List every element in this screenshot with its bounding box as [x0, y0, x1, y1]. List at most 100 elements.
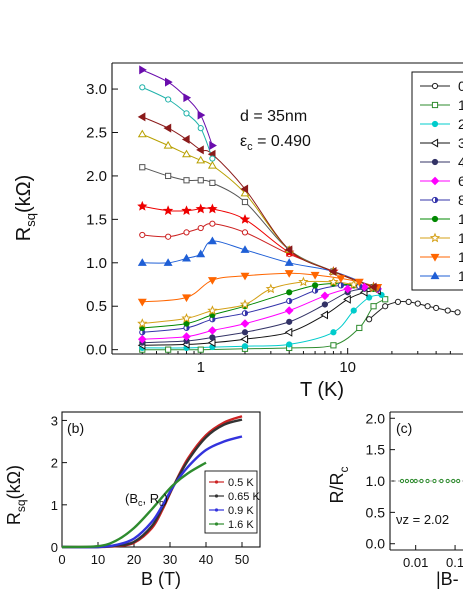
panel-a-point-s9-0	[137, 298, 147, 307]
panel-a-legend-marker-4	[431, 158, 439, 166]
panel-a-y-tick-label: 0.5	[86, 298, 107, 315]
panel-a-point-s1-2	[197, 346, 204, 353]
panel-a-point-s10-6	[284, 258, 294, 266]
panel-a-y-tick-label: 3.0	[86, 81, 107, 98]
panel-c-y-tick-label: 1.0	[366, 473, 386, 489]
panel-a-point-s13-2	[183, 177, 190, 184]
panel-a-point-s0-5	[424, 303, 431, 310]
panel-b-legend-label-1: 0.65 K	[228, 491, 260, 503]
panel-c-x-tick-label: 0.01	[403, 555, 428, 570]
panel-a-point-s13-4	[209, 179, 216, 186]
panel-a-annotation-critical-field: εc = 0.490	[240, 133, 311, 153]
panel-a-point-s10-0	[137, 258, 147, 266]
panel-a-point-s1-7	[370, 303, 377, 310]
panel-a-point-s10-3	[196, 249, 206, 258]
panel-a-point-s3-5	[320, 310, 328, 320]
panel-a-point-s2-6	[350, 307, 357, 314]
panel-a-legend-marker-5	[430, 176, 440, 186]
panel-b-legend-label-0: 0.5 K	[228, 477, 254, 489]
panel-c-y-tick-label: 0.5	[366, 504, 386, 520]
panel-a-legend-label-1: 1	[458, 97, 463, 113]
panel-b-x-tick-label: 40	[199, 552, 213, 567]
panel-c-point-9	[451, 478, 456, 484]
panel-a-data-points	[137, 65, 461, 353]
panel-a-point-s9-6	[336, 275, 346, 283]
panel-a-point-s10-1	[163, 258, 173, 266]
panel-a-point-s10-4	[207, 236, 217, 245]
panel-a-point-s6-6	[337, 282, 345, 289]
panel-b-legend-box	[204, 470, 258, 534]
panel-b-legend-label-3: 1.6 K	[228, 519, 254, 531]
panel-b-frame	[61, 411, 261, 548]
panel-a-point-s5-4	[284, 306, 294, 315]
panel-a-point-s0-3	[405, 298, 412, 305]
panel-a-point-s2-3	[241, 343, 249, 350]
panel-a-point-s15-1	[163, 123, 172, 133]
panel-a-point-s12-1	[162, 205, 174, 216]
panel-a-point-s15-8	[368, 282, 377, 292]
panel-c-x-ticks: 0.01 0.1	[403, 545, 463, 570]
panel-a-point-s13-0	[139, 164, 146, 171]
panel-a-point-s4-3	[241, 329, 249, 336]
panel-b-legend-marker-0	[214, 480, 219, 484]
panel-a-point-s6-5	[311, 287, 319, 294]
panel-a-y-tick-label: 2.0	[86, 168, 107, 185]
panel-b-curve-3	[61, 461, 207, 549]
panel-a-point-s9-7	[354, 278, 364, 287]
panel-a-legend-label-3: 3	[458, 135, 463, 151]
panel-a-curve-17	[142, 69, 213, 146]
panel-b-legend-marker-3	[214, 522, 219, 526]
panel-a-point-s0-6	[433, 304, 440, 312]
panel-a-point-s5-1	[182, 332, 191, 341]
panel-c-point-7	[439, 478, 444, 484]
panel-a-point-s0-2	[394, 298, 402, 305]
panel-b-y-tick-label: 1	[51, 498, 58, 513]
panel-a-point-s8-4	[265, 283, 276, 294]
panel-a-point-s12-2	[181, 205, 192, 216]
panel-a-point-s17-2	[183, 93, 192, 103]
panel-a-point-s6-0-fill	[142, 329, 145, 335]
panel-a-legend-marker-7	[431, 215, 439, 223]
panel-b-x-tick-label: 20	[127, 552, 141, 567]
panel-c-data-points	[390, 478, 463, 484]
panel-c-y-tick-label: 0.0	[366, 536, 386, 552]
panel-c-point-8	[445, 478, 450, 484]
panel-a-legend-marker-1	[431, 101, 439, 109]
panel-c-tag: (c)	[396, 420, 412, 436]
panel-a-point-s6-1-fill	[186, 325, 190, 331]
panel-a-legend-label-8: 1	[458, 230, 463, 246]
panel-a-legend-marker-6	[431, 196, 439, 204]
panel-a-point-s0-8	[454, 309, 461, 316]
panel-a-y-tick-label: 0.0	[86, 342, 107, 359]
panel-b-y-tick-label: 0	[51, 540, 58, 555]
panel-b-y-tick-label: 3	[51, 413, 58, 428]
panel-a-point-s16-3	[197, 125, 204, 132]
panel-b-legend-marker-1	[214, 494, 219, 498]
panel-a-point-s11-4	[209, 220, 216, 227]
panel-a-point-s17-0	[139, 65, 147, 75]
panel-a-point-s11-0	[139, 231, 146, 239]
panel-a-y-tick-label: 1.0	[86, 255, 107, 272]
panel-a-point-s14-4	[207, 160, 217, 169]
panel-a-point-s6-2	[209, 316, 216, 323]
panel-a-point-s5-5	[320, 291, 330, 301]
panel-a-legend-label-9: 1	[458, 249, 463, 265]
panel-a-x-tick-label: 1	[197, 359, 205, 376]
panel-a-x-axis-label: T (K)	[300, 379, 344, 401]
panel-c-point-1	[404, 478, 410, 484]
panel-b-x-tick-label: 10	[91, 552, 105, 567]
panel-a-point-s5-3	[240, 319, 250, 328]
panel-a-point-s3-2	[207, 338, 216, 348]
panel-a-x-tick-label: 10	[339, 359, 356, 376]
panel-b-x-tick-label: 50	[235, 552, 249, 567]
panel-a-curve-13	[142, 166, 374, 288]
panel-b-critical-point-label: (Bc, Rc)	[125, 491, 168, 508]
panel-a-legend-marker-10	[430, 271, 440, 280]
panel-a-point-s2-7	[366, 294, 373, 301]
panel-a-legend-label-2: 2	[458, 116, 463, 132]
panel-a-point-s14-1	[163, 140, 173, 149]
panel-a-point-s6-4-fill	[289, 298, 292, 304]
panel-a-legend-marker-0	[431, 82, 439, 90]
panel-a-point-s17-3	[197, 110, 206, 120]
panel-a-point-s4-2	[209, 334, 216, 341]
